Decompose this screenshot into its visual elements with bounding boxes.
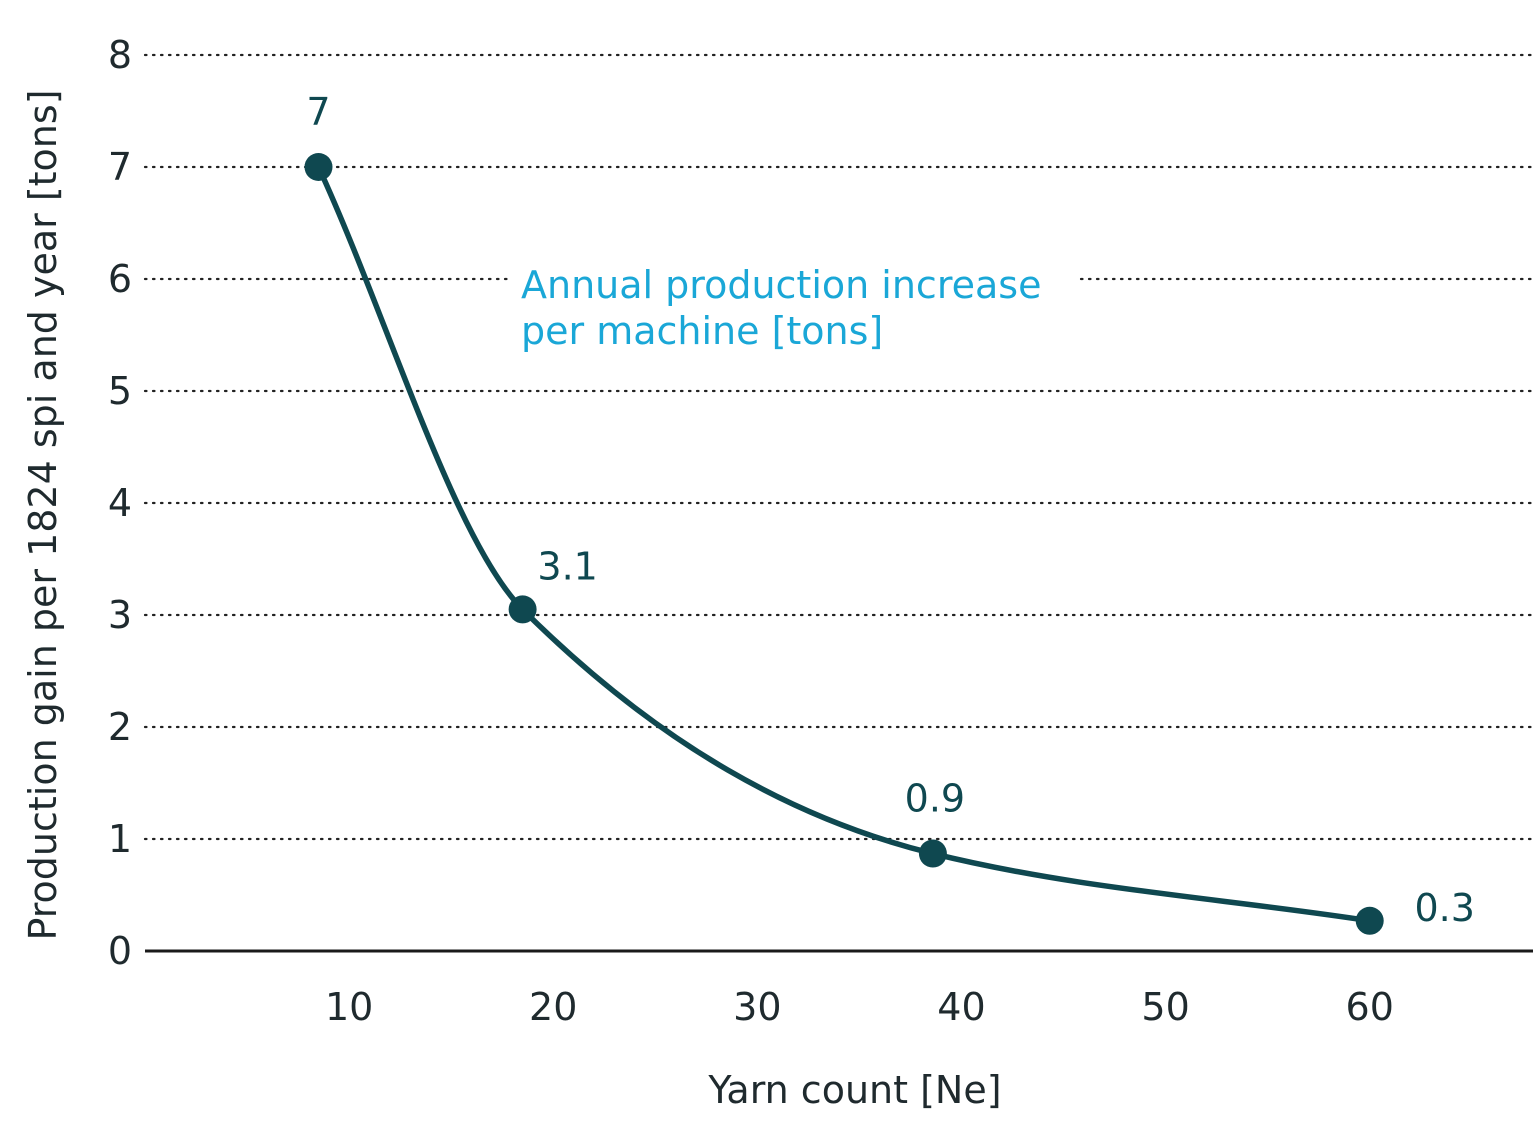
y-tick-label: 4 [108, 481, 132, 525]
data-point [508, 595, 537, 624]
data-point [1355, 906, 1384, 935]
x-tick-label: 20 [529, 985, 577, 1029]
axes: 0 1 2 3 4 5 6 7 8 10 20 30 40 50 60 [108, 33, 1533, 1029]
data-point [304, 153, 333, 181]
series [304, 153, 1384, 935]
y-axis-title: Production gain per 1824 spi and year [t… [21, 89, 65, 940]
y-tick-label: 0 [108, 929, 132, 973]
series-line [315, 164, 1373, 924]
x-axis-title: Yarn count [Ne] [707, 1068, 1001, 1112]
y-tick-label: 2 [108, 705, 132, 749]
data-point [918, 839, 947, 868]
x-tick-label: 50 [1141, 985, 1189, 1029]
y-tick-label: 5 [108, 369, 132, 413]
x-tick-label: 10 [325, 985, 373, 1029]
labels: Yarn count [Ne] Production gain per 1824… [21, 89, 1475, 1112]
gridlines [143, 53, 1535, 841]
annotation-line-2: per machine [tons] [521, 309, 883, 353]
data-label: 7 [306, 90, 330, 134]
x-tick-label: 60 [1346, 985, 1394, 1029]
y-tick-label: 6 [108, 257, 132, 301]
x-tick-label: 40 [937, 985, 985, 1029]
x-tick-label: 30 [733, 985, 781, 1029]
y-tick-label: 1 [108, 817, 132, 861]
annotation-background [508, 258, 1078, 358]
y-tick-label: 7 [108, 145, 132, 189]
data-label: 3.1 [537, 544, 597, 588]
data-label: 0.3 [1414, 886, 1474, 930]
annotation-line-1: Annual production increase [521, 263, 1041, 307]
y-tick-label: 8 [108, 33, 132, 77]
y-tick-label: 3 [108, 593, 132, 637]
data-label: 0.9 [905, 777, 965, 821]
